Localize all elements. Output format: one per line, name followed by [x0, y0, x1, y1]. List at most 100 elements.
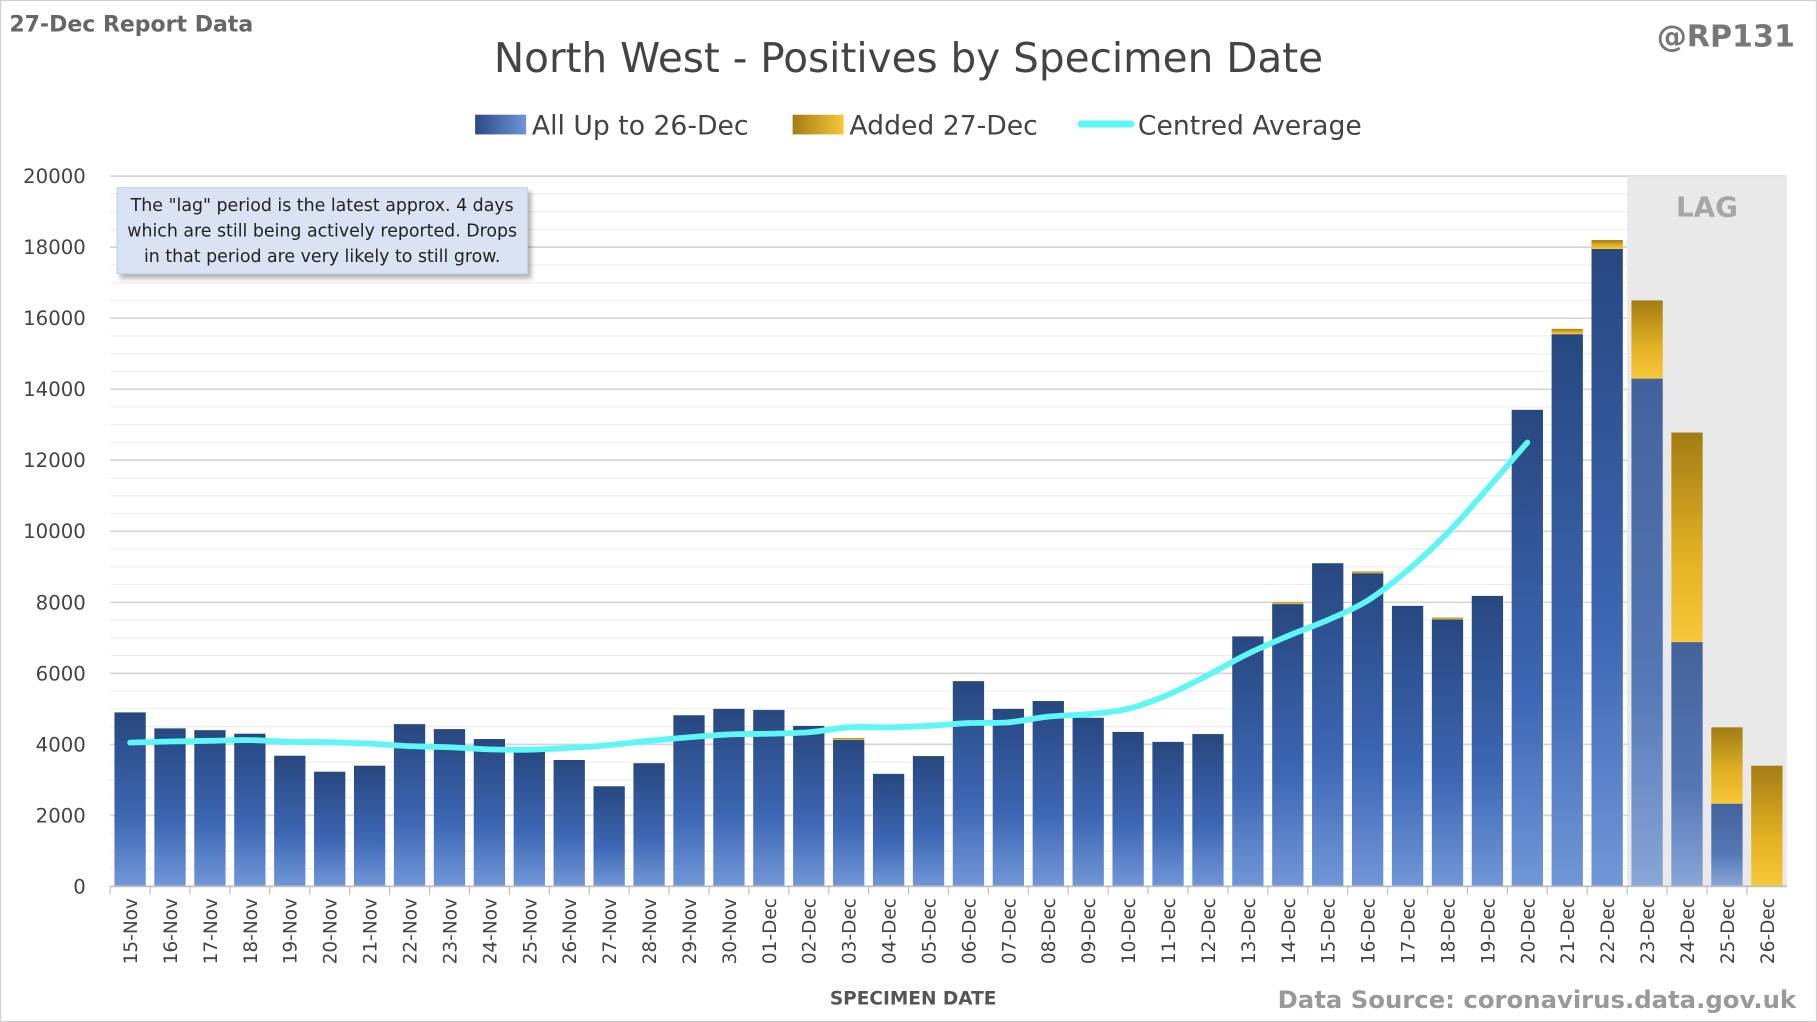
bar-all-up-to-26-dec	[872, 773, 905, 887]
handle-label: @RP131	[1657, 19, 1795, 54]
x-tick-label: 20-Dec	[1518, 898, 1539, 964]
x-tick-label: 24-Nov	[480, 898, 501, 964]
x-tick-label: 13-Dec	[1239, 898, 1260, 964]
x-tick-label: 17-Dec	[1399, 898, 1420, 964]
x-tick-label: 25-Nov	[520, 898, 541, 964]
bar-all-up-to-26-dec	[1671, 642, 1703, 887]
y-tick-label: 4000	[36, 733, 86, 756]
bar-added-27-dec	[833, 737, 865, 740]
bar-added-27-dec	[1671, 432, 1703, 643]
annotation-line: The "lag" period is the latest approx. 4…	[130, 196, 514, 216]
x-tick-label: 22-Dec	[1598, 898, 1619, 964]
legend-label-average: Centred Average	[1138, 110, 1362, 141]
x-tick-label: 06-Dec	[959, 898, 980, 964]
y-tick-label: 18000	[23, 236, 86, 259]
bar-all-up-to-26-dec	[1511, 409, 1543, 887]
bar-all-up-to-26-dec	[393, 724, 426, 887]
bar-all-up-to-26-dec	[114, 712, 146, 887]
x-tick-label: 23-Dec	[1638, 898, 1659, 964]
x-tick-label: 15-Dec	[1319, 898, 1340, 964]
bar-all-up-to-26-dec	[1032, 701, 1064, 887]
y-tick-label: 20000	[23, 165, 86, 188]
chart-title: North West - Positives by Specimen Date	[494, 34, 1323, 82]
bar-added-27-dec	[1272, 602, 1304, 605]
bar-all-up-to-26-dec	[673, 715, 705, 887]
x-tick-label: 20-Nov	[321, 898, 342, 964]
x-tick-label: 01-Dec	[760, 898, 781, 964]
legend-swatch-all	[475, 114, 527, 135]
x-axis-title: SPECIMEN DATE	[830, 989, 997, 1010]
x-tick-label: 02-Dec	[800, 898, 821, 964]
bar-all-up-to-26-dec	[1551, 334, 1583, 887]
bar-all-up-to-26-dec	[353, 765, 386, 887]
x-tick-label: 12-Dec	[1199, 898, 1220, 964]
bar-added-27-dec	[1431, 617, 1464, 620]
x-tick-label: 26-Nov	[560, 898, 581, 964]
lag-label: LAG	[1676, 191, 1738, 224]
bar-all-up-to-26-dec	[912, 756, 945, 887]
bar-all-up-to-26-dec	[1431, 619, 1464, 887]
y-tick-label: 16000	[23, 307, 86, 330]
x-tick-label: 07-Dec	[999, 898, 1020, 964]
bar-all-up-to-26-dec	[513, 750, 545, 887]
bar-all-up-to-26-dec	[833, 739, 865, 887]
legend-label-all: All Up to 26-Dec	[532, 110, 749, 141]
x-tick-label: 11-Dec	[1159, 898, 1180, 964]
y-tick-label: 10000	[23, 520, 86, 543]
annotation-line: in that period are very likely to still …	[144, 247, 500, 267]
bar-all-up-to-26-dec	[593, 786, 625, 887]
annotation-box: The "lag" period is the latest approx. 4…	[116, 187, 528, 275]
x-tick-label: 18-Dec	[1438, 898, 1459, 964]
x-tick-label: 10-Dec	[1119, 898, 1140, 964]
bar-all-up-to-26-dec	[234, 733, 266, 887]
y-tick-label: 14000	[23, 378, 86, 401]
x-tick-label: 09-Dec	[1079, 898, 1100, 964]
x-tick-label: 19-Nov	[281, 898, 302, 964]
x-tick-label: 03-Dec	[840, 898, 861, 964]
bar-all-up-to-26-dec	[274, 755, 306, 887]
x-tick-label: 24-Dec	[1678, 898, 1699, 964]
x-tick-label: 15-Nov	[121, 898, 142, 964]
bar-all-up-to-26-dec	[194, 730, 226, 887]
bar-all-up-to-26-dec	[1391, 605, 1424, 887]
x-tick-label: 14-Dec	[1279, 898, 1300, 964]
x-tick-label: 25-Dec	[1718, 898, 1739, 964]
x-tick-label: 17-Nov	[201, 898, 222, 964]
bar-all-up-to-26-dec	[633, 763, 665, 887]
legend: All Up to 26-Dec Added 27-Dec Centred Av…	[475, 110, 1362, 141]
x-tick-label: 28-Nov	[640, 898, 661, 964]
bar-added-27-dec	[1631, 300, 1663, 379]
bar-all-up-to-26-dec	[1272, 604, 1304, 887]
bar-added-27-dec	[1711, 727, 1743, 804]
bar-all-up-to-26-dec	[1152, 741, 1184, 887]
x-tick-label: 16-Nov	[161, 898, 182, 964]
bar-all-up-to-26-dec	[473, 739, 506, 887]
x-tick-label: 16-Dec	[1359, 898, 1380, 964]
x-tick-label: 30-Nov	[720, 898, 741, 964]
bar-added-27-dec	[1352, 571, 1384, 574]
centred-average-line	[127, 439, 1531, 753]
y-tick-label: 0	[73, 875, 86, 898]
bars	[114, 240, 1783, 887]
x-tick-label: 18-Nov	[241, 898, 262, 964]
x-tick-label: 23-Nov	[440, 898, 461, 964]
bar-all-up-to-26-dec	[1711, 803, 1743, 887]
x-tick-label: 26-Dec	[1758, 898, 1779, 964]
bar-all-up-to-26-dec	[1631, 378, 1663, 887]
x-tick-label: 29-Nov	[680, 898, 701, 964]
bar-all-up-to-26-dec	[154, 728, 186, 887]
bar-all-up-to-26-dec	[793, 725, 825, 887]
bar-added-27-dec	[1551, 328, 1583, 335]
bar-all-up-to-26-dec	[1312, 563, 1344, 887]
report-label: 27-Dec Report Data	[9, 12, 253, 37]
bar-added-27-dec	[1751, 765, 1783, 887]
bar-all-up-to-26-dec	[1352, 573, 1384, 887]
x-tick-label: 21-Dec	[1558, 898, 1579, 964]
bar-added-27-dec	[1591, 240, 1623, 249]
y-tick-label: 12000	[23, 449, 86, 472]
axes: 0 2000 4000 6000 8000 10000 12000 14000 16000 180…	[23, 165, 1787, 964]
bar-all-up-to-26-dec	[1232, 636, 1264, 887]
bar-all-up-to-26-dec	[314, 771, 346, 887]
bar-all-up-to-26-dec	[753, 709, 785, 887]
